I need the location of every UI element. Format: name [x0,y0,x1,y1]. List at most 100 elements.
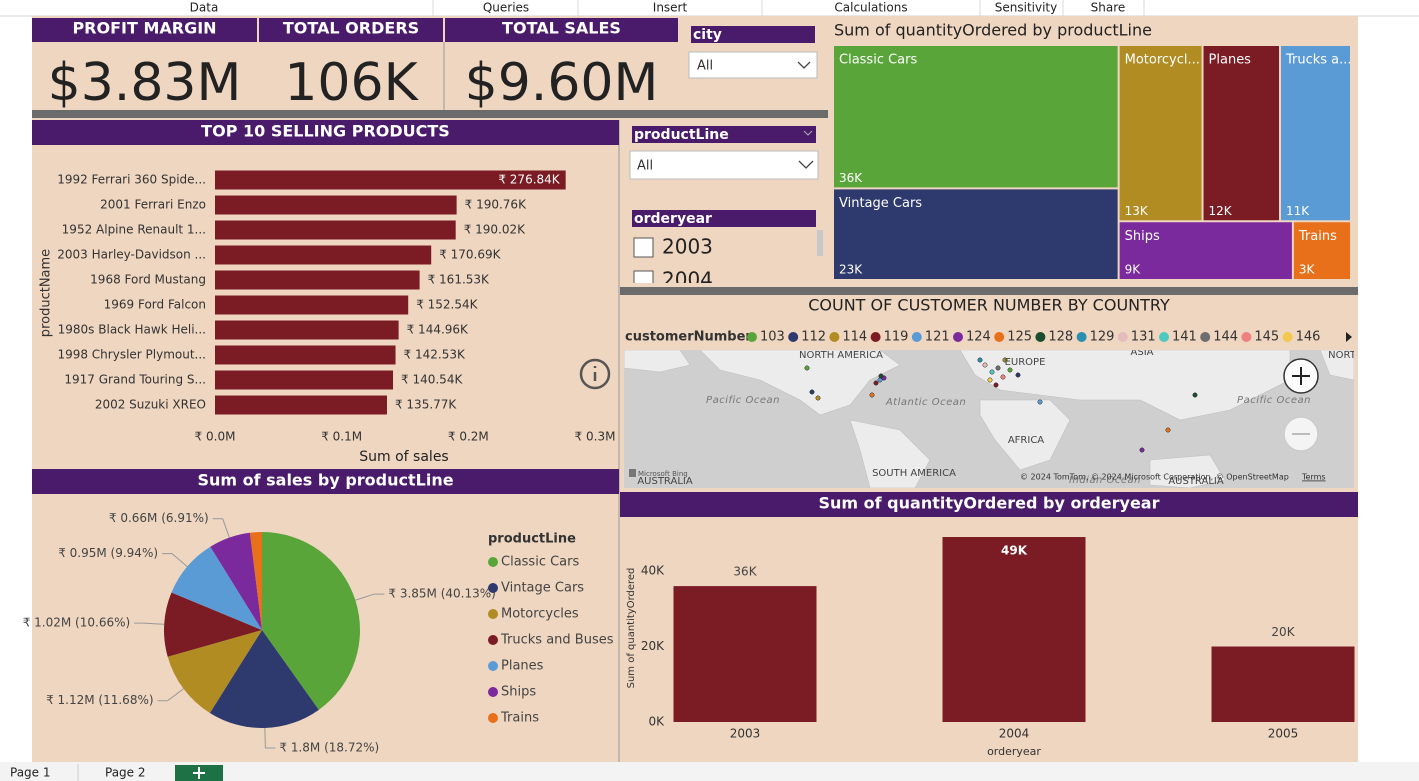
map-point [977,357,983,363]
treemap-cell [1119,222,1292,279]
pie-slice [164,592,262,657]
slicer-title: orderyear [634,211,712,227]
data-label: ₹ 142.53K [404,348,466,362]
slicer-dropdown[interactable] [629,150,819,180]
legend-swatch [1117,332,1128,342]
map-point [815,395,821,401]
legend-label: 145 [1254,330,1279,345]
x-tick-label: 2003 [730,727,761,741]
legend-swatch [953,332,963,342]
data-label: ₹ 1.02M (10.66%) [23,616,130,630]
page-tabs [0,762,1419,781]
legend-label: Vintage Cars [501,581,584,596]
chart-title: Sum of quantityOrdered by productLine [834,21,1152,40]
legend-label: 114 [842,330,867,345]
map-label: Atlantic Ocean [885,397,966,408]
map-land [624,350,691,373]
treemap-label: Vintage Cars [839,196,922,211]
legend-label: 121 [925,330,950,345]
treemap-value: 12K [1209,204,1233,218]
map-land [1319,350,1354,381]
slicer-options: 2003 2004 [633,235,713,292]
treemap-value: 13K [1125,204,1149,218]
kpi-title: PROFIT MARGIN [72,19,216,38]
chart-title: Sum of sales by productLine [197,471,453,490]
chart-title: TOP 10 SELLING PRODUCTS [201,122,450,141]
map-terms[interactable]: Terms [1301,473,1326,482]
menu-item[interactable]: Queries [483,1,529,15]
map-label: AFRICA [1008,435,1044,446]
scrollbar [817,230,823,256]
legend-title: productLine [488,532,576,547]
leader-line [212,518,230,538]
treemap-value: 3K [1299,263,1316,277]
data-label: ₹ 170.69K [439,248,501,262]
data-label: ₹ 144.96K [407,323,469,337]
page-tab[interactable]: Page 1 [10,766,51,780]
chart-header [32,469,619,494]
legend-swatch [488,687,498,697]
treemap-cell [1280,46,1350,221]
data-label: ₹ 140.54K [401,373,463,387]
slicer-option[interactable]: 2004 [662,268,713,292]
pie-slice [171,546,262,630]
map-label: SOUTH AMERICA [872,468,956,479]
menu-item[interactable]: Insert [653,1,688,15]
map-area: NORTH AMERICA EUROPE ASIA NORT Pacific Ocean… [624,350,1357,488]
map-provider: Microsoft Bing [638,470,688,478]
data-label: 49K [1001,544,1028,558]
y-tick-label: 1998 Chrysler Plymout... [57,348,206,362]
legend-swatch [747,332,757,342]
slicer-header [632,126,816,143]
slicer-header [691,26,815,43]
map-label: AUSTRALIA [637,476,693,487]
checkbox[interactable] [633,237,654,258]
map-label: Pacific Ocean [1237,395,1311,406]
menu-item[interactable]: Data [190,1,219,15]
bar [215,320,399,340]
menu-item[interactable]: Calculations [834,1,907,15]
legend-swatch [829,332,840,342]
data-label: ₹ 190.76K [465,198,527,212]
slicer-selection: All [637,159,653,174]
data-label: 20K [1271,625,1295,639]
legend-swatch [1035,332,1046,342]
map-label: NORTH AMERICA [799,350,883,361]
slicer-chevron [803,130,813,136]
slicer-selection: All [697,59,713,74]
map-point [1002,357,1008,363]
treemap-label: Classic Cars [839,53,917,68]
map-land [849,419,931,488]
legend-label: 125 [1007,330,1032,345]
bar [215,395,387,415]
chevron [797,61,811,69]
pie-slice [210,532,262,630]
map-label: NORT [1328,350,1357,361]
data-label: ₹ 135.77K [395,398,457,412]
map-label: Indian Ocean [1069,475,1141,486]
data-label: ₹ 152.54K [416,298,478,312]
legend-swatch [1241,332,1252,342]
legend-next[interactable] [1346,332,1352,342]
kpi-title: TOTAL SALES [502,19,621,38]
page-tab[interactable]: Page 2 [105,766,146,780]
menu-item[interactable]: Share [1091,1,1126,15]
treemap-value: 23K [839,263,863,277]
menu-item[interactable]: Sensitivity [995,1,1057,15]
treemap-value: 36K [839,171,863,185]
kpi-value: 106K [284,53,419,113]
treemap-cell [1119,46,1202,221]
treemap-label: Motorcycl... [1125,53,1200,68]
checkbox[interactable] [633,270,654,290]
legend-title: customerNumber [625,330,752,345]
map-point [995,365,1001,371]
legend-swatch [488,557,498,567]
treemap-label: Ships [1125,229,1160,244]
legend-label: 144 [1213,330,1238,345]
slicer-dropdown[interactable] [688,51,818,79]
bar [215,295,409,315]
menu-bar [0,0,1419,16]
info-icon[interactable] [579,358,611,390]
legend-swatch [1200,332,1211,342]
slicer-option[interactable]: 2003 [662,235,713,259]
